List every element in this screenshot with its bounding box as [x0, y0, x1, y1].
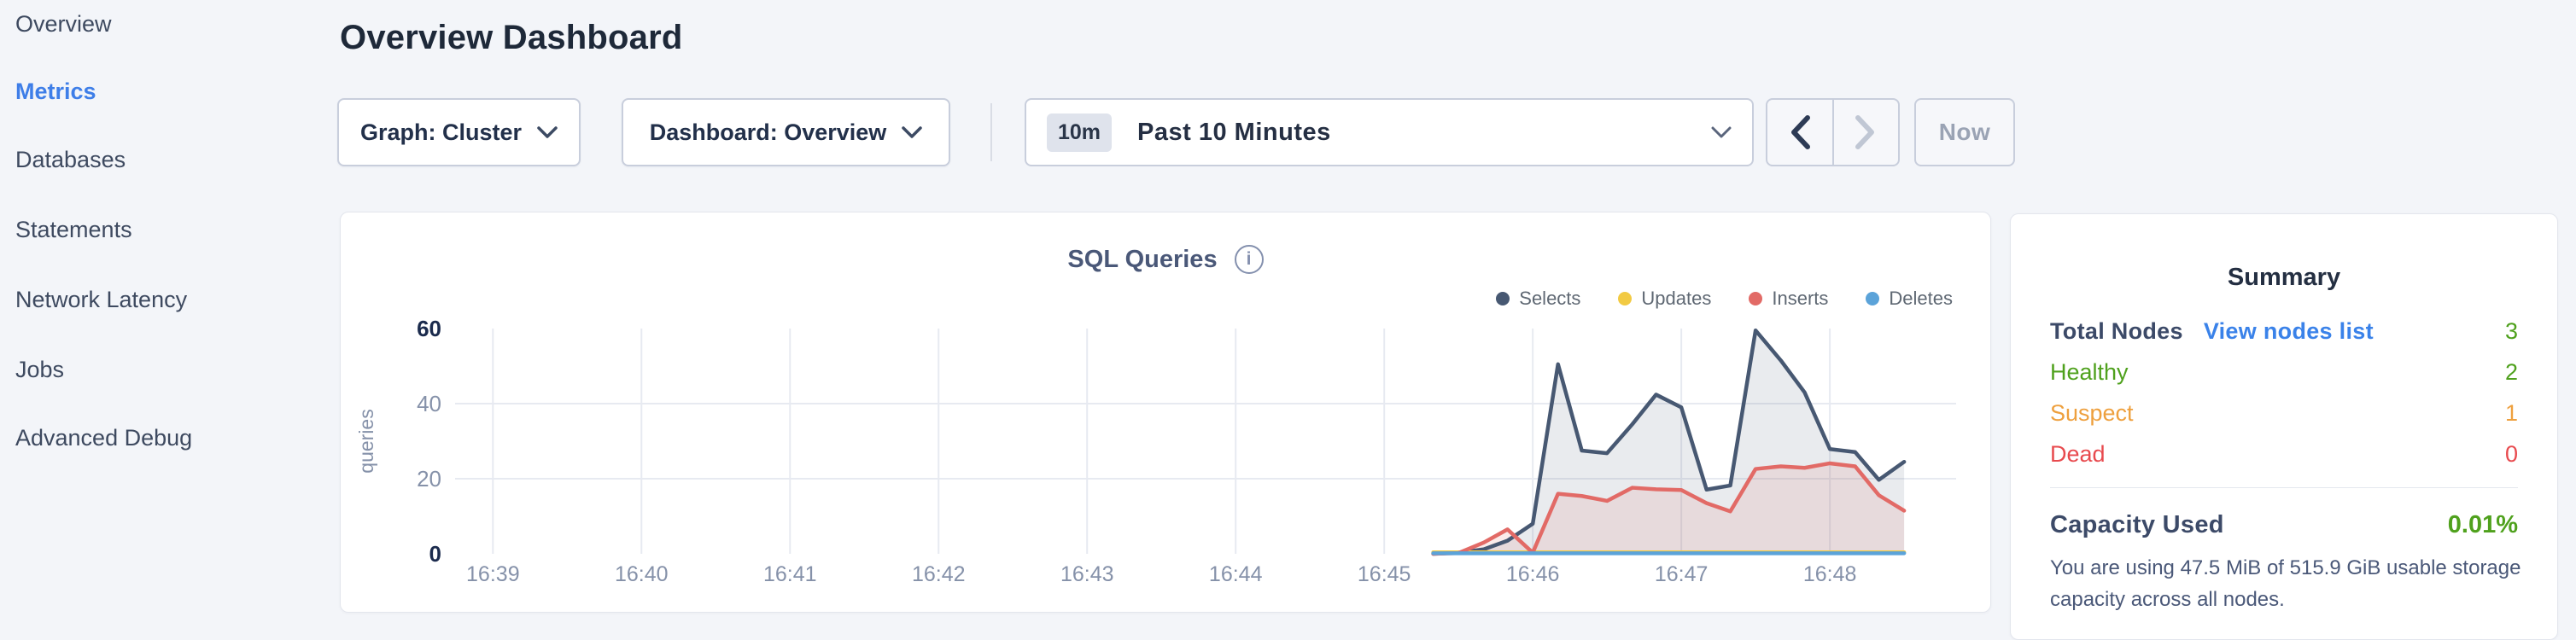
x-tick-label: 16:39 [466, 562, 520, 586]
summary-row-value: 2 [2504, 359, 2518, 385]
capacity-description: You are using 47.5 MiB of 515.9 GiB usab… [2050, 556, 2521, 611]
next-time-button[interactable] [1831, 100, 1899, 165]
x-tick-label: 16:43 [1060, 562, 1114, 586]
sql-queries-chart-card: SQL Queries i Selects Updates Inserts Delet… [340, 212, 1991, 613]
graph-scope-dropdown[interactable]: Graph: Cluster [337, 98, 581, 166]
summary-title: Summary [2227, 264, 2341, 291]
x-tick-label: 16:45 [1358, 562, 1411, 586]
series-fill-selects [1433, 330, 1905, 554]
summary-row-total-nodes: Total Nodes View nodes list 3 [2050, 318, 2518, 346]
sidebar-nav: Overview Metrics Databases Statements Networ… [0, 0, 333, 623]
summary-row-label: Total Nodes [2050, 318, 2183, 344]
summary-row-suspect: Suspect 1 [2050, 400, 2518, 428]
legend-item-deletes[interactable]: Deletes [1866, 288, 1953, 310]
capacity-used-label: Capacity Used [2050, 511, 2224, 538]
chevron-right-icon [1855, 115, 1875, 149]
info-icon[interactable]: i [1234, 245, 1264, 274]
summary-panel: Summary Total Nodes View nodes list 3 Healt… [2010, 213, 2558, 640]
summary-row-value: 0 [2504, 441, 2518, 467]
sidebar-item-jobs[interactable]: Jobs [15, 357, 65, 382]
summary-row-label: Dead [2050, 441, 2106, 467]
time-range-label: Past 10 Minutes [1137, 118, 1331, 146]
x-tick-label: 16:40 [615, 562, 669, 586]
chevron-down-icon [902, 125, 923, 138]
toolbar-divider [990, 103, 992, 161]
legend-label: Updates [1641, 288, 1712, 309]
summary-row-label: Suspect [2050, 400, 2134, 426]
y-tick-label: 20 [417, 466, 441, 492]
sidebar-item-overview[interactable]: Overview [15, 11, 112, 37]
chevron-down-icon [537, 125, 558, 138]
legend-item-selects[interactable]: Selects [1496, 288, 1580, 310]
series-fill-inserts [1433, 463, 1905, 554]
chart-title: SQL Queries [1067, 245, 1218, 273]
legend-dot-deletes [1866, 292, 1880, 305]
x-tick-label: 16:47 [1655, 562, 1709, 586]
summary-row-label: Healthy [2050, 359, 2129, 385]
x-tick-label: 16:44 [1209, 562, 1263, 586]
x-tick-label: 16:42 [912, 562, 966, 586]
y-tick-label: 40 [417, 391, 441, 416]
summary-row-dead: Dead 0 [2050, 441, 2518, 469]
chart-legend: Selects Updates Inserts Deletes [1496, 288, 1953, 310]
sidebar-item-advanced-debug[interactable]: Advanced Debug [15, 425, 193, 451]
sidebar-item-databases[interactable]: Databases [15, 147, 126, 172]
now-button-label: Now [1938, 119, 1991, 145]
view-nodes-list-link[interactable]: View nodes list [2203, 318, 2374, 344]
page-title: Overview Dashboard [340, 19, 683, 56]
x-tick-label: 16:46 [1506, 562, 1560, 586]
legend-item-updates[interactable]: Updates [1618, 288, 1711, 310]
chevron-left-icon [1790, 115, 1810, 149]
sidebar-item-metrics[interactable]: Metrics [15, 79, 96, 104]
time-range-selector[interactable]: 10m Past 10 Minutes [1025, 98, 1754, 166]
chevron-down-icon [1711, 126, 1732, 137]
y-tick-label: 60 [417, 316, 441, 341]
series-line-inserts [1431, 461, 1907, 556]
dashboard-dropdown-label: Dashboard: Overview [649, 119, 887, 145]
now-button[interactable]: Now [1914, 98, 2015, 166]
capacity-used-value: 0.01% [2447, 511, 2518, 538]
legend-label: Inserts [1772, 288, 1829, 309]
legend-item-inserts[interactable]: Inserts [1749, 288, 1828, 310]
series-line-selects [1431, 328, 1907, 556]
legend-label: Deletes [1889, 288, 1953, 309]
y-axis-label: queries [355, 409, 377, 473]
y-tick-label: 0 [429, 541, 441, 567]
summary-divider [2050, 487, 2518, 488]
legend-dot-updates [1618, 292, 1633, 305]
legend-dot-selects [1496, 292, 1510, 305]
x-tick-label: 16:48 [1803, 562, 1857, 586]
graph-scope-dropdown-label: Graph: Cluster [359, 119, 523, 145]
sql-queries-chart[interactable]: 16:39 16:40 16:41 16:42 16:43 16:44 16:45 16:46… [341, 212, 1992, 614]
summary-row-value: 1 [2504, 400, 2518, 426]
legend-dot-inserts [1749, 292, 1763, 305]
dashboard-dropdown[interactable]: Dashboard: Overview [622, 98, 950, 166]
time-range-badge: 10m [1047, 113, 1113, 152]
legend-label: Selects [1519, 288, 1581, 309]
sidebar-item-statements[interactable]: Statements [15, 217, 132, 242]
summary-row-value: 3 [2504, 318, 2518, 344]
sidebar-item-network-latency[interactable]: Network Latency [15, 287, 188, 312]
prev-time-button[interactable] [1767, 100, 1832, 165]
x-tick-label: 16:41 [763, 562, 817, 586]
summary-row-healthy: Healthy 2 [2050, 359, 2518, 387]
time-pager [1766, 98, 1900, 166]
